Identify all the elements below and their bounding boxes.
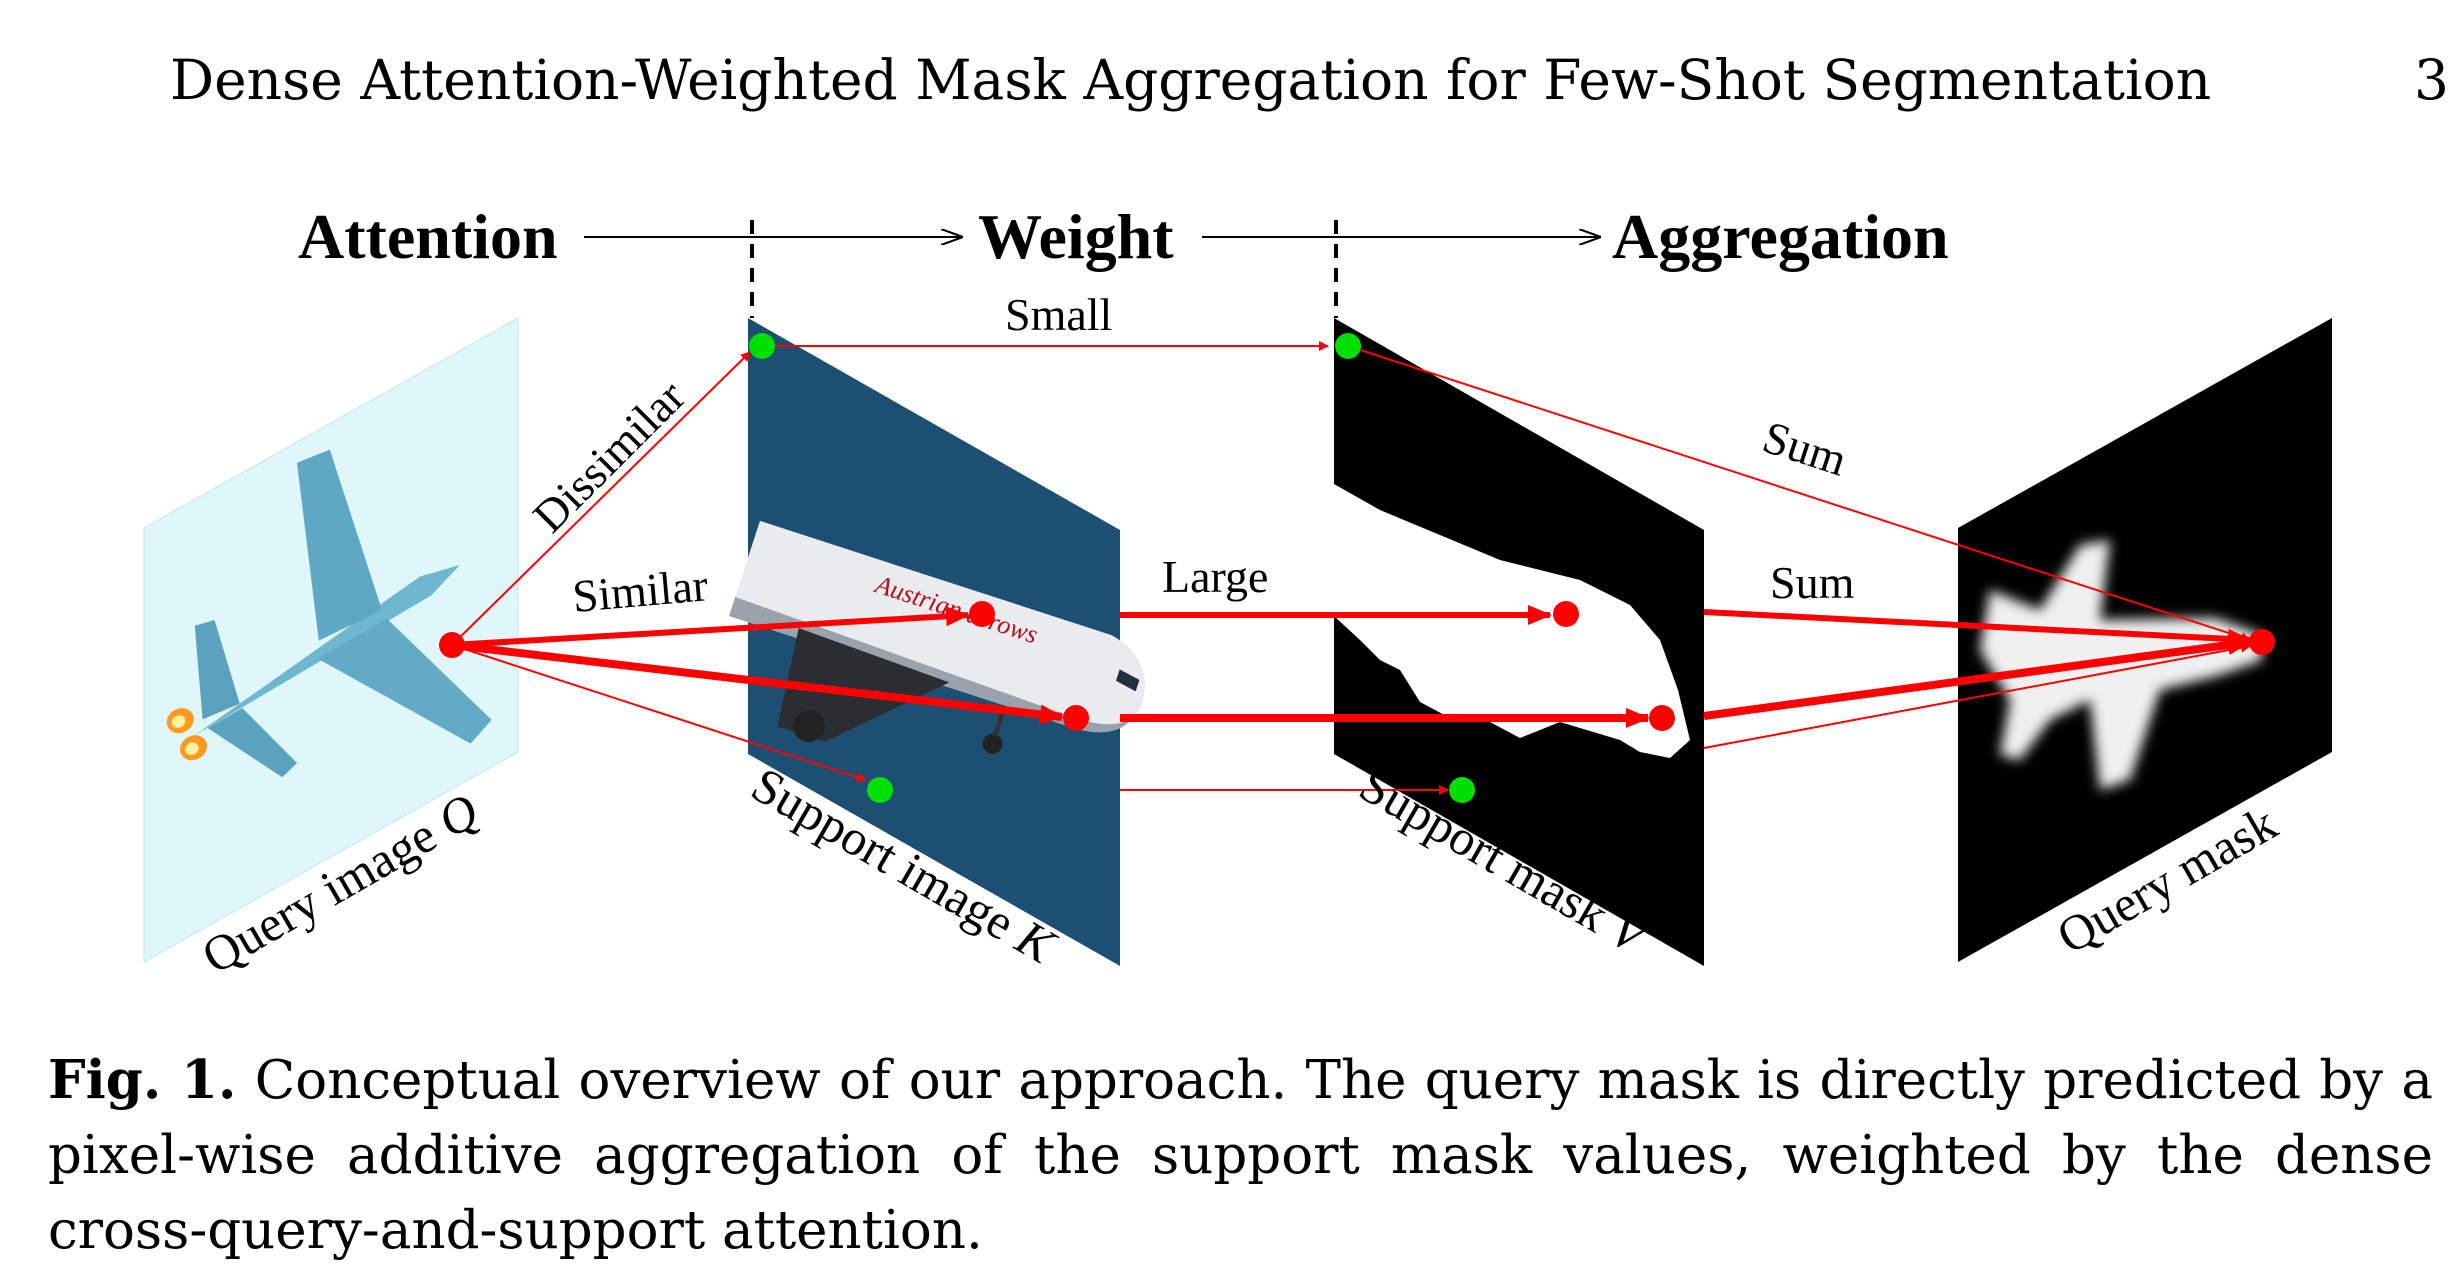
running-title: Dense Attention-Weighted Mask Aggregatio… [170, 48, 2212, 112]
label-dissimilar: Dissimilar [523, 370, 695, 542]
support-point-top-green [749, 333, 775, 359]
arrow-weak-bottom [451, 644, 867, 782]
mask-point-bottom-green [1449, 777, 1475, 803]
label-small: Small [1005, 289, 1112, 340]
attention-arrows [451, 351, 1064, 782]
mask-point-large-1 [1553, 601, 1579, 627]
stage-label-attention: Attention [298, 201, 558, 272]
arrow-similar-mid [451, 641, 1064, 725]
stage-label-aggregation: Aggregation [1612, 201, 1949, 272]
query-point [439, 632, 465, 658]
stage-label-weight: Weight [978, 201, 1174, 272]
support-point-similar-2 [1063, 705, 1089, 731]
arrow-dissimilar [451, 351, 751, 646]
label-similar: Similar [570, 559, 709, 622]
weight-arrows [762, 341, 1650, 795]
mask-point-large-2 [1649, 705, 1675, 731]
query-mask-panel [1958, 318, 2332, 962]
label-sum-mid: Sum [1770, 557, 1855, 608]
arrow-similar-top [451, 606, 970, 648]
support-mask-shape [1334, 484, 1690, 758]
caption-label: Fig. 1. [48, 1049, 237, 1111]
caption-text: Conceptual overview of our approach. The… [48, 1050, 2433, 1261]
query-mask-point [2249, 629, 2275, 655]
support-mask-panel [1334, 318, 1704, 966]
figure-caption: Fig. 1. Conceptual overview of our appro… [48, 1043, 2433, 1268]
label-sum-top: Sum [1757, 411, 1853, 486]
support-point-bottom-green [867, 777, 893, 803]
aggregation-arrows [1347, 345, 2252, 749]
mask-point-top-green [1335, 333, 1361, 359]
arrow-sum-large-mid [1703, 635, 2252, 720]
query-image-panel [143, 317, 519, 963]
query-jet-picture [166, 449, 492, 778]
arrow-sum-weak [1703, 642, 2251, 749]
support-point-similar-1 [969, 601, 995, 627]
figure-1: Attention Weight Aggregation Austrian ar… [143, 201, 2332, 985]
label-large: Large [1162, 551, 1268, 602]
page-number: 3 [2414, 48, 2449, 112]
arrow-sum-top [1347, 345, 2251, 642]
feature-points [439, 333, 2275, 803]
arrow-sum-large-top [1703, 609, 2252, 649]
query-mask-shape [1980, 540, 2262, 790]
